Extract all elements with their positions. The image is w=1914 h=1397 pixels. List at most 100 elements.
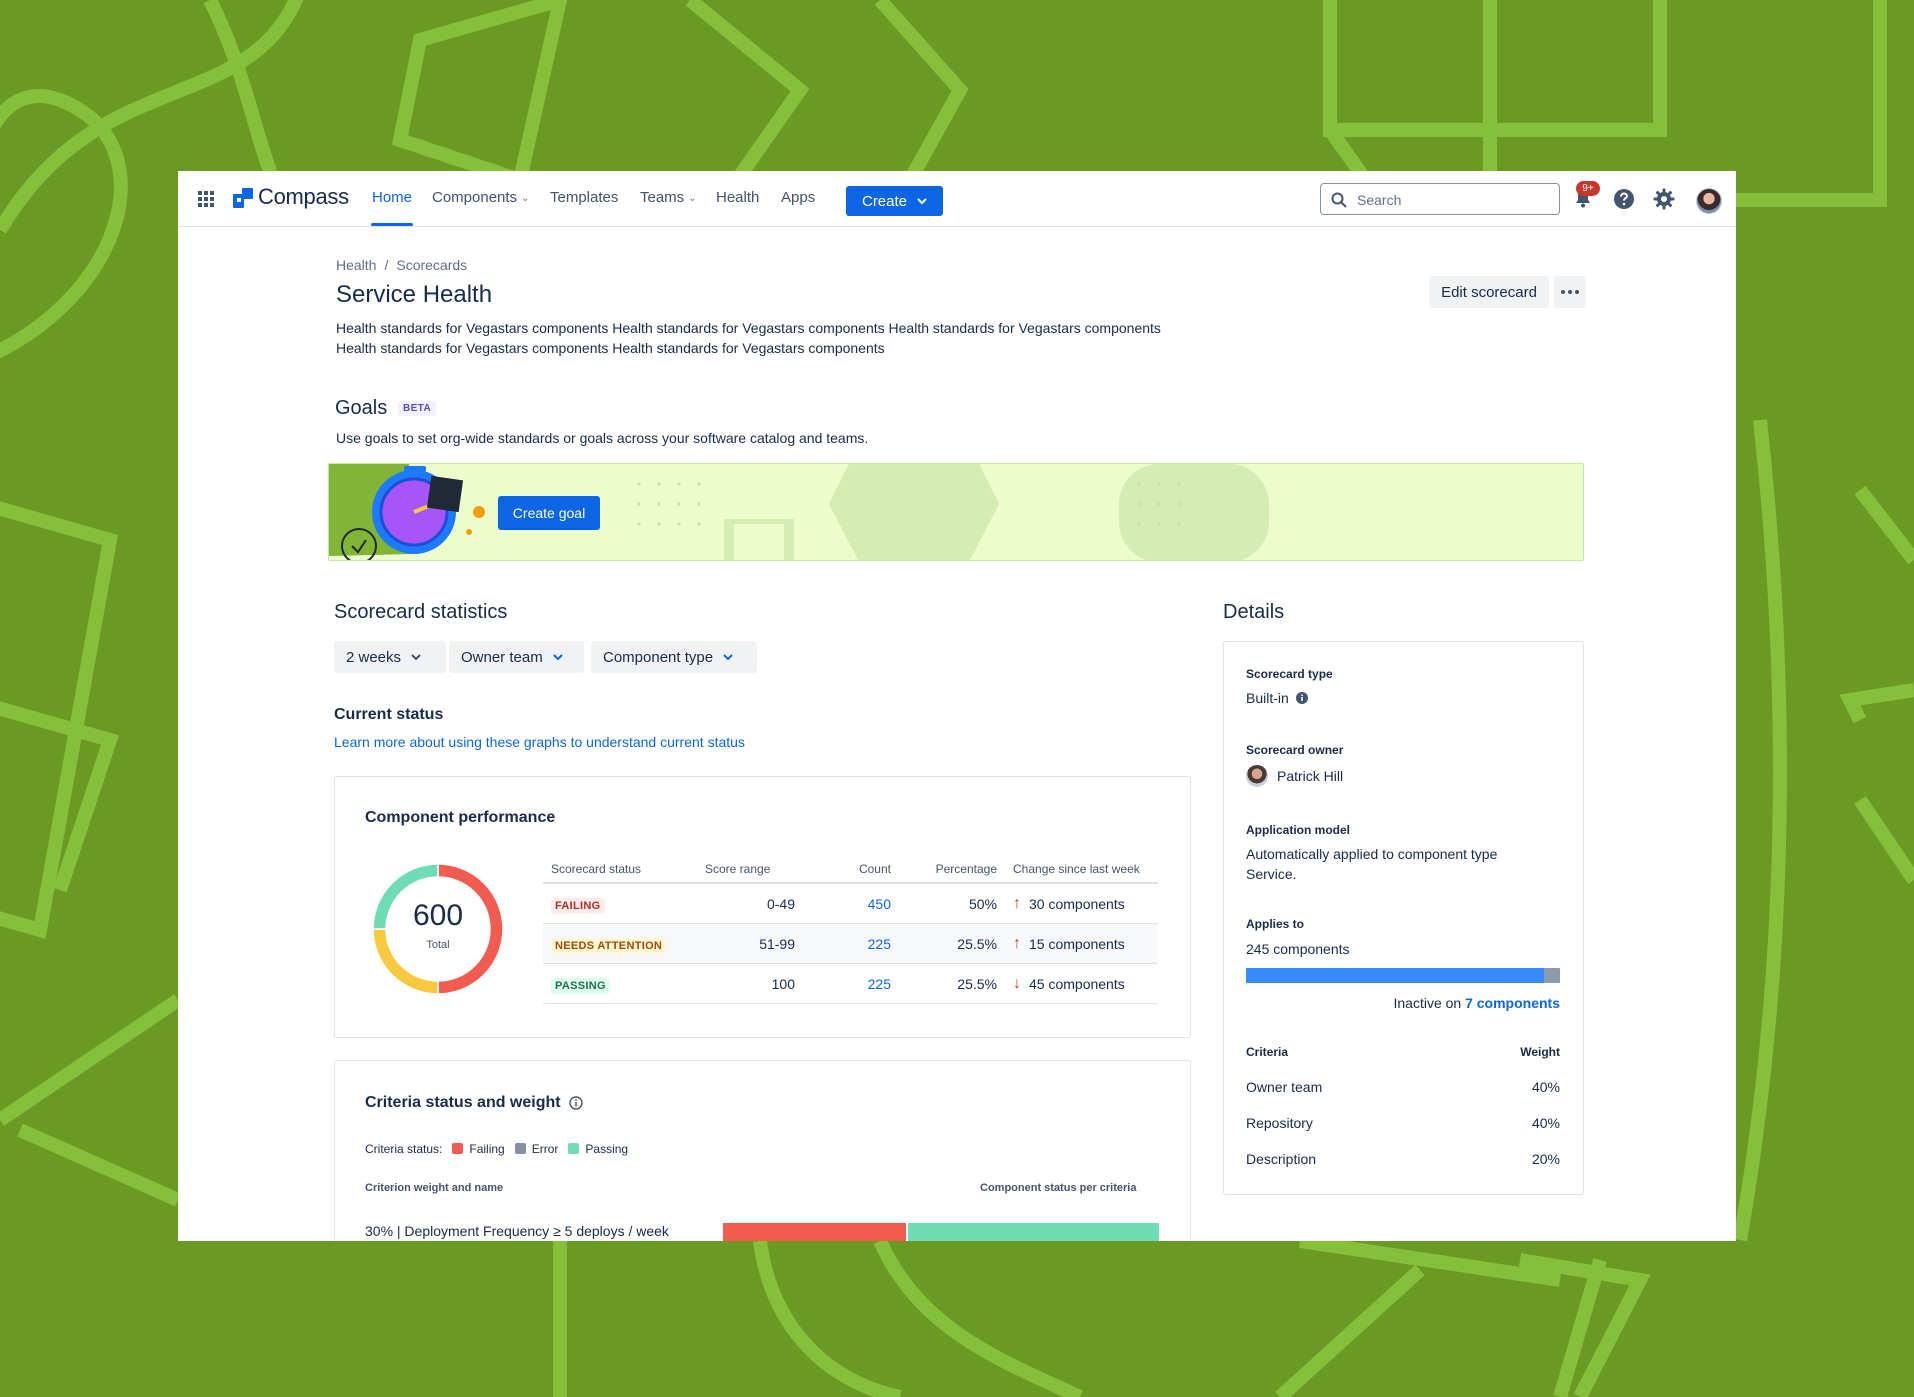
col-scorecard-status: Scorecard status: [543, 856, 697, 884]
filter-owner-team[interactable]: Owner team: [449, 641, 584, 673]
change-cell: 15 components: [1029, 935, 1125, 952]
criteria-name: Description: [1246, 1151, 1317, 1167]
create-goal-button[interactable]: Create goal: [498, 496, 600, 530]
banner-illustration: [329, 464, 1269, 560]
details-title: Details: [1223, 601, 1285, 623]
applies-to-progress-bar: [1246, 968, 1560, 983]
col-change: Change since last week: [1005, 856, 1158, 884]
breadcrumb-scorecards[interactable]: Scorecards: [396, 257, 468, 273]
criteria-list-header: Criteria Weight: [1246, 1045, 1560, 1059]
nav-health[interactable]: Health: [716, 189, 759, 206]
donut-slice-passing[interactable]: [372, 863, 439, 930]
chevron-down-icon: ⌄: [521, 193, 530, 204]
criteria-legend-label: Criteria status:: [365, 1142, 443, 1156]
component-status-per-criteria-header: Component status per criteria: [980, 1182, 1137, 1194]
count-link[interactable]: 225: [867, 975, 891, 992]
breadcrumb-health[interactable]: Health: [336, 257, 377, 273]
applies-to-value: 245 components: [1246, 941, 1350, 957]
criteria-list-item: Description 20%: [1246, 1151, 1560, 1167]
more-icon: [1561, 290, 1579, 294]
score-range-cell: 0-49: [697, 883, 803, 924]
criterion-status-bar[interactable]: [723, 1223, 1159, 1241]
search-box[interactable]: [1320, 183, 1560, 215]
details-card: [1223, 641, 1584, 1195]
brand-name[interactable]: Compass: [258, 184, 349, 209]
inactive-components-row: Inactive on 7 components: [1246, 995, 1560, 1011]
criteria-list-item: Repository 40%: [1246, 1115, 1560, 1131]
search-input[interactable]: [1355, 189, 1554, 211]
nav-components[interactable]: Components ⌄: [432, 189, 529, 206]
breadcrumb: Health / Scorecards: [336, 257, 467, 273]
nav-apps-label: Apps: [781, 189, 816, 206]
chevron-down-icon: ⌄: [688, 193, 697, 204]
count-link[interactable]: 450: [867, 895, 891, 912]
user-avatar[interactable]: [1696, 188, 1722, 214]
filter-owner-team-label: Owner team: [461, 648, 543, 666]
criterion-passing-segment: [908, 1223, 1159, 1241]
application-model-value: Automatically applied to component type …: [1246, 846, 1498, 882]
scorecard-owner-label: Scorecard owner: [1246, 743, 1344, 757]
create-button[interactable]: Create: [846, 186, 943, 216]
criterion-row-label: 30% | Deployment Frequency ≥ 5 deploys /…: [365, 1223, 669, 1239]
breadcrumb-separator: /: [384, 257, 389, 273]
change-cell: 30 components: [1029, 895, 1125, 912]
col-count: Count: [803, 856, 899, 884]
table-row: FAILING 0-49 450 50% ↑ 30 components: [543, 883, 1158, 924]
goals-title: Goals: [335, 397, 388, 419]
info-icon[interactable]: [1295, 692, 1308, 704]
search-icon: [1331, 192, 1347, 208]
performance-donut-chart: [372, 863, 504, 995]
page-title: Service Health: [336, 281, 493, 308]
inactive-components-link[interactable]: 7 components: [1465, 995, 1560, 1011]
scorecard-owner-row[interactable]: Patrick Hill: [1246, 765, 1343, 787]
inactive-prefix: Inactive on: [1393, 995, 1462, 1011]
help-icon[interactable]: [1613, 188, 1635, 210]
current-status-learn-more-link[interactable]: Learn more about using these graphs to u…: [334, 734, 745, 750]
arrow-up-icon: ↑: [1013, 894, 1021, 912]
filter-time-range[interactable]: 2 weeks: [334, 641, 446, 673]
percentage-cell: 25.5%: [899, 923, 1005, 964]
info-icon[interactable]: [568, 1096, 583, 1110]
gear-icon[interactable]: [1653, 188, 1675, 210]
filter-component-type-label: Component type: [603, 648, 714, 666]
nav-apps[interactable]: Apps: [781, 189, 815, 206]
count-link[interactable]: 225: [867, 935, 891, 952]
col-score-range: Score range: [697, 856, 803, 884]
edit-scorecard-button[interactable]: Edit scorecard: [1429, 276, 1549, 308]
current-status-title: Current status: [334, 706, 444, 723]
change-cell: 45 components: [1029, 975, 1125, 992]
criteria-legend: Criteria status: Failing Error Passing: [365, 1142, 628, 1156]
more-actions-button[interactable]: [1554, 276, 1586, 308]
nav-home[interactable]: Home: [372, 189, 412, 206]
criteria-list-item: Owner team 40%: [1246, 1079, 1560, 1095]
nav-teams-label: Teams: [640, 189, 685, 206]
table-header-row: Scorecard status Score range Count Perce…: [543, 856, 1158, 884]
applies-to-progress-fill: [1246, 968, 1545, 983]
scorecard-type-value: Built-in: [1246, 690, 1289, 706]
percentage-cell: 50%: [899, 883, 1005, 924]
component-performance-title: Component performance: [365, 809, 556, 826]
legend-item-failing: Failing: [452, 1142, 505, 1156]
chevron-down-icon: [411, 653, 421, 660]
score-range-cell: 51-99: [697, 923, 803, 964]
status-lozenge-needs-attention: NEEDS ATTENTION: [551, 937, 667, 954]
criteria-title-row: Criteria status and weight: [365, 1094, 583, 1112]
status-lozenge-failing: FAILING: [551, 897, 605, 914]
criteria-status-card: [334, 1060, 1191, 1241]
nav-teams[interactable]: Teams ⌄: [640, 189, 697, 206]
criteria-name: Owner team: [1246, 1079, 1323, 1095]
app-switcher-icon[interactable]: [198, 191, 214, 207]
arrow-down-icon: ↓: [1013, 974, 1021, 992]
active-nav-indicator: [371, 223, 413, 226]
scorecard-type-row: Built-in: [1246, 688, 1308, 708]
criteria-title: Criteria status and weight: [365, 1094, 561, 1111]
table-row: PASSING 100 225 25.5% ↓ 45 components: [543, 963, 1158, 1004]
compass-logo-icon[interactable]: [233, 188, 253, 208]
filter-component-type[interactable]: Component type: [591, 641, 757, 673]
nav-home-label: Home: [372, 189, 413, 206]
scorecard-owner-value: Patrick Hill: [1277, 768, 1344, 784]
nav-templates[interactable]: Templates: [550, 189, 618, 206]
criteria-name: Repository: [1246, 1115, 1313, 1131]
arrow-up-icon: ↑: [1013, 934, 1021, 952]
